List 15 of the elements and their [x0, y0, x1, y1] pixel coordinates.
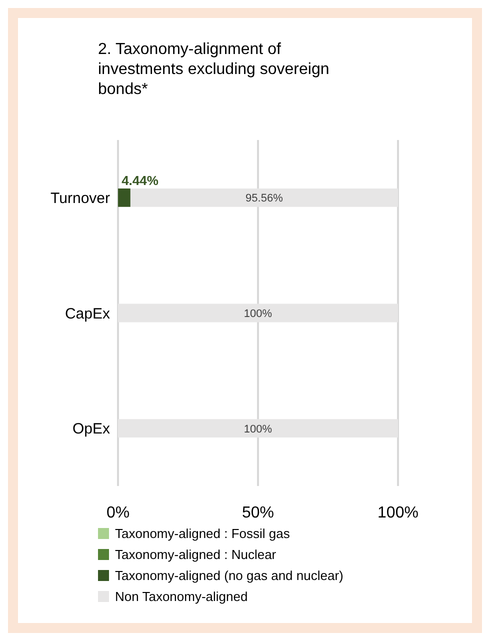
y-tick-label: OpEx: [72, 420, 110, 438]
x-tick-label: 50%: [242, 504, 274, 522]
legend-label: Taxonomy-aligned (no gas and nuclear): [115, 568, 344, 583]
chart-title: 2. Taxonomy-alignment of investments excluding sovereign bonds*: [97, 40, 330, 100]
legend-label: Taxonomy-aligned : Fossil gas: [115, 526, 290, 541]
x-tick-label: 0%: [106, 504, 130, 522]
data-label: 100%: [244, 308, 272, 320]
legend-label: Taxonomy-aligned : Nuclear: [115, 547, 276, 562]
y-tick-label: Turnover: [50, 190, 110, 207]
data-label: 100%: [244, 423, 272, 436]
y-tick-label: CapEx: [64, 305, 110, 322]
data-label: 4.44%: [122, 172, 159, 188]
legend-label: Non Taxonomy-aligned: [115, 589, 248, 604]
data-label: 95.56%: [246, 192, 284, 205]
x-tick-label: 100%: [378, 504, 418, 522]
